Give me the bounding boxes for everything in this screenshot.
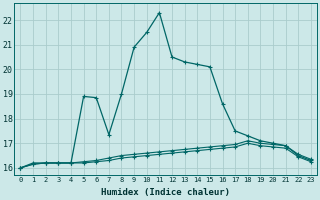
- X-axis label: Humidex (Indice chaleur): Humidex (Indice chaleur): [101, 188, 230, 197]
